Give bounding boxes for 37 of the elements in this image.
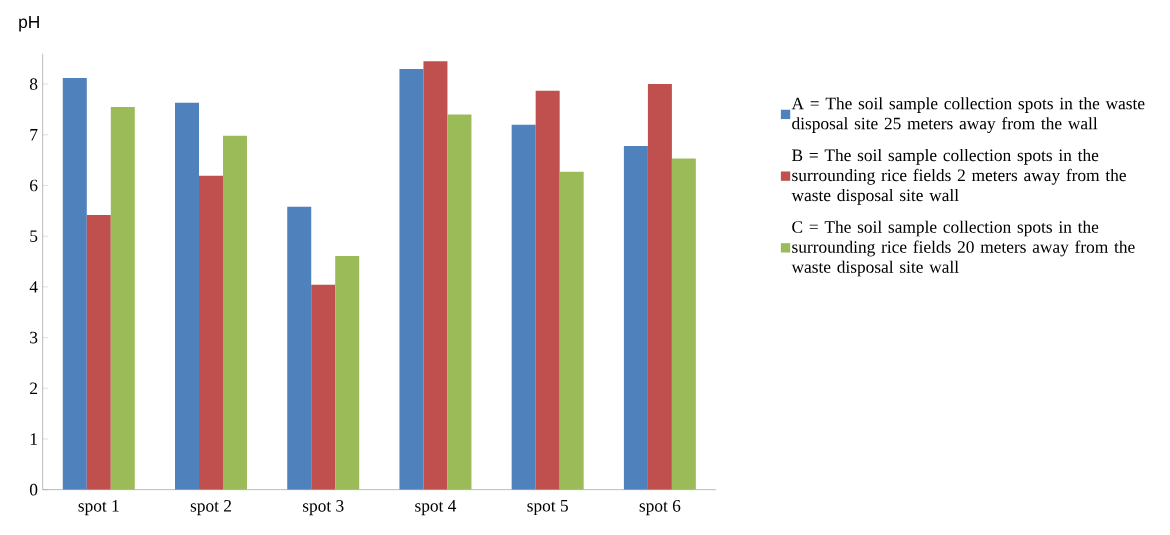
legend-label: C = The soil sample collection spots in the surrounding rice fields 20 meters away from the waste disposal site wall — [791, 220, 1135, 277]
bar — [62, 78, 87, 490]
bar — [559, 171, 584, 490]
y-tick-label: 5 — [30, 230, 38, 242]
bar — [511, 124, 536, 490]
bar — [175, 102, 200, 490]
y-tick-label: 3 — [30, 331, 38, 344]
bar — [671, 158, 696, 490]
y-tick-label: 6 — [30, 179, 38, 192]
y-axis-title: pH — [19, 16, 39, 32]
y-tick-label: 2 — [30, 382, 38, 394]
y-tick-label: 7 — [30, 129, 38, 141]
y-tick-label: 1 — [30, 433, 37, 445]
x-tick-label: spot 6 — [639, 500, 681, 516]
bar — [399, 68, 424, 490]
bar — [623, 145, 648, 490]
bar — [223, 135, 248, 490]
bar — [647, 84, 672, 490]
x-tick-label: spot 5 — [527, 500, 568, 516]
bar — [447, 114, 472, 490]
y-tick-label: 0 — [29, 483, 38, 496]
legend-label: A = The soil sample collection spots in the waste disposal site 25 meters away from the wall — [791, 97, 1145, 133]
bar — [110, 106, 135, 490]
x-tick-label: spot 4 — [415, 500, 457, 516]
x-tick-label: spot 2 — [190, 500, 232, 516]
x-tick-label: spot 3 — [303, 500, 344, 516]
bar — [199, 175, 224, 490]
bar — [86, 214, 111, 490]
x-tick-label: spot 1 — [78, 500, 119, 516]
bar — [423, 61, 448, 490]
y-tick-label: 4 — [29, 281, 38, 293]
bar — [535, 90, 560, 490]
y-tick-label: 8 — [29, 78, 38, 90]
legend-label: B = The soil sample collection spots in the surrounding rice fields 2 meters away from the waste disposal site wall — [791, 148, 1126, 205]
bar — [311, 284, 336, 490]
bar — [287, 206, 312, 490]
bar — [335, 255, 360, 490]
